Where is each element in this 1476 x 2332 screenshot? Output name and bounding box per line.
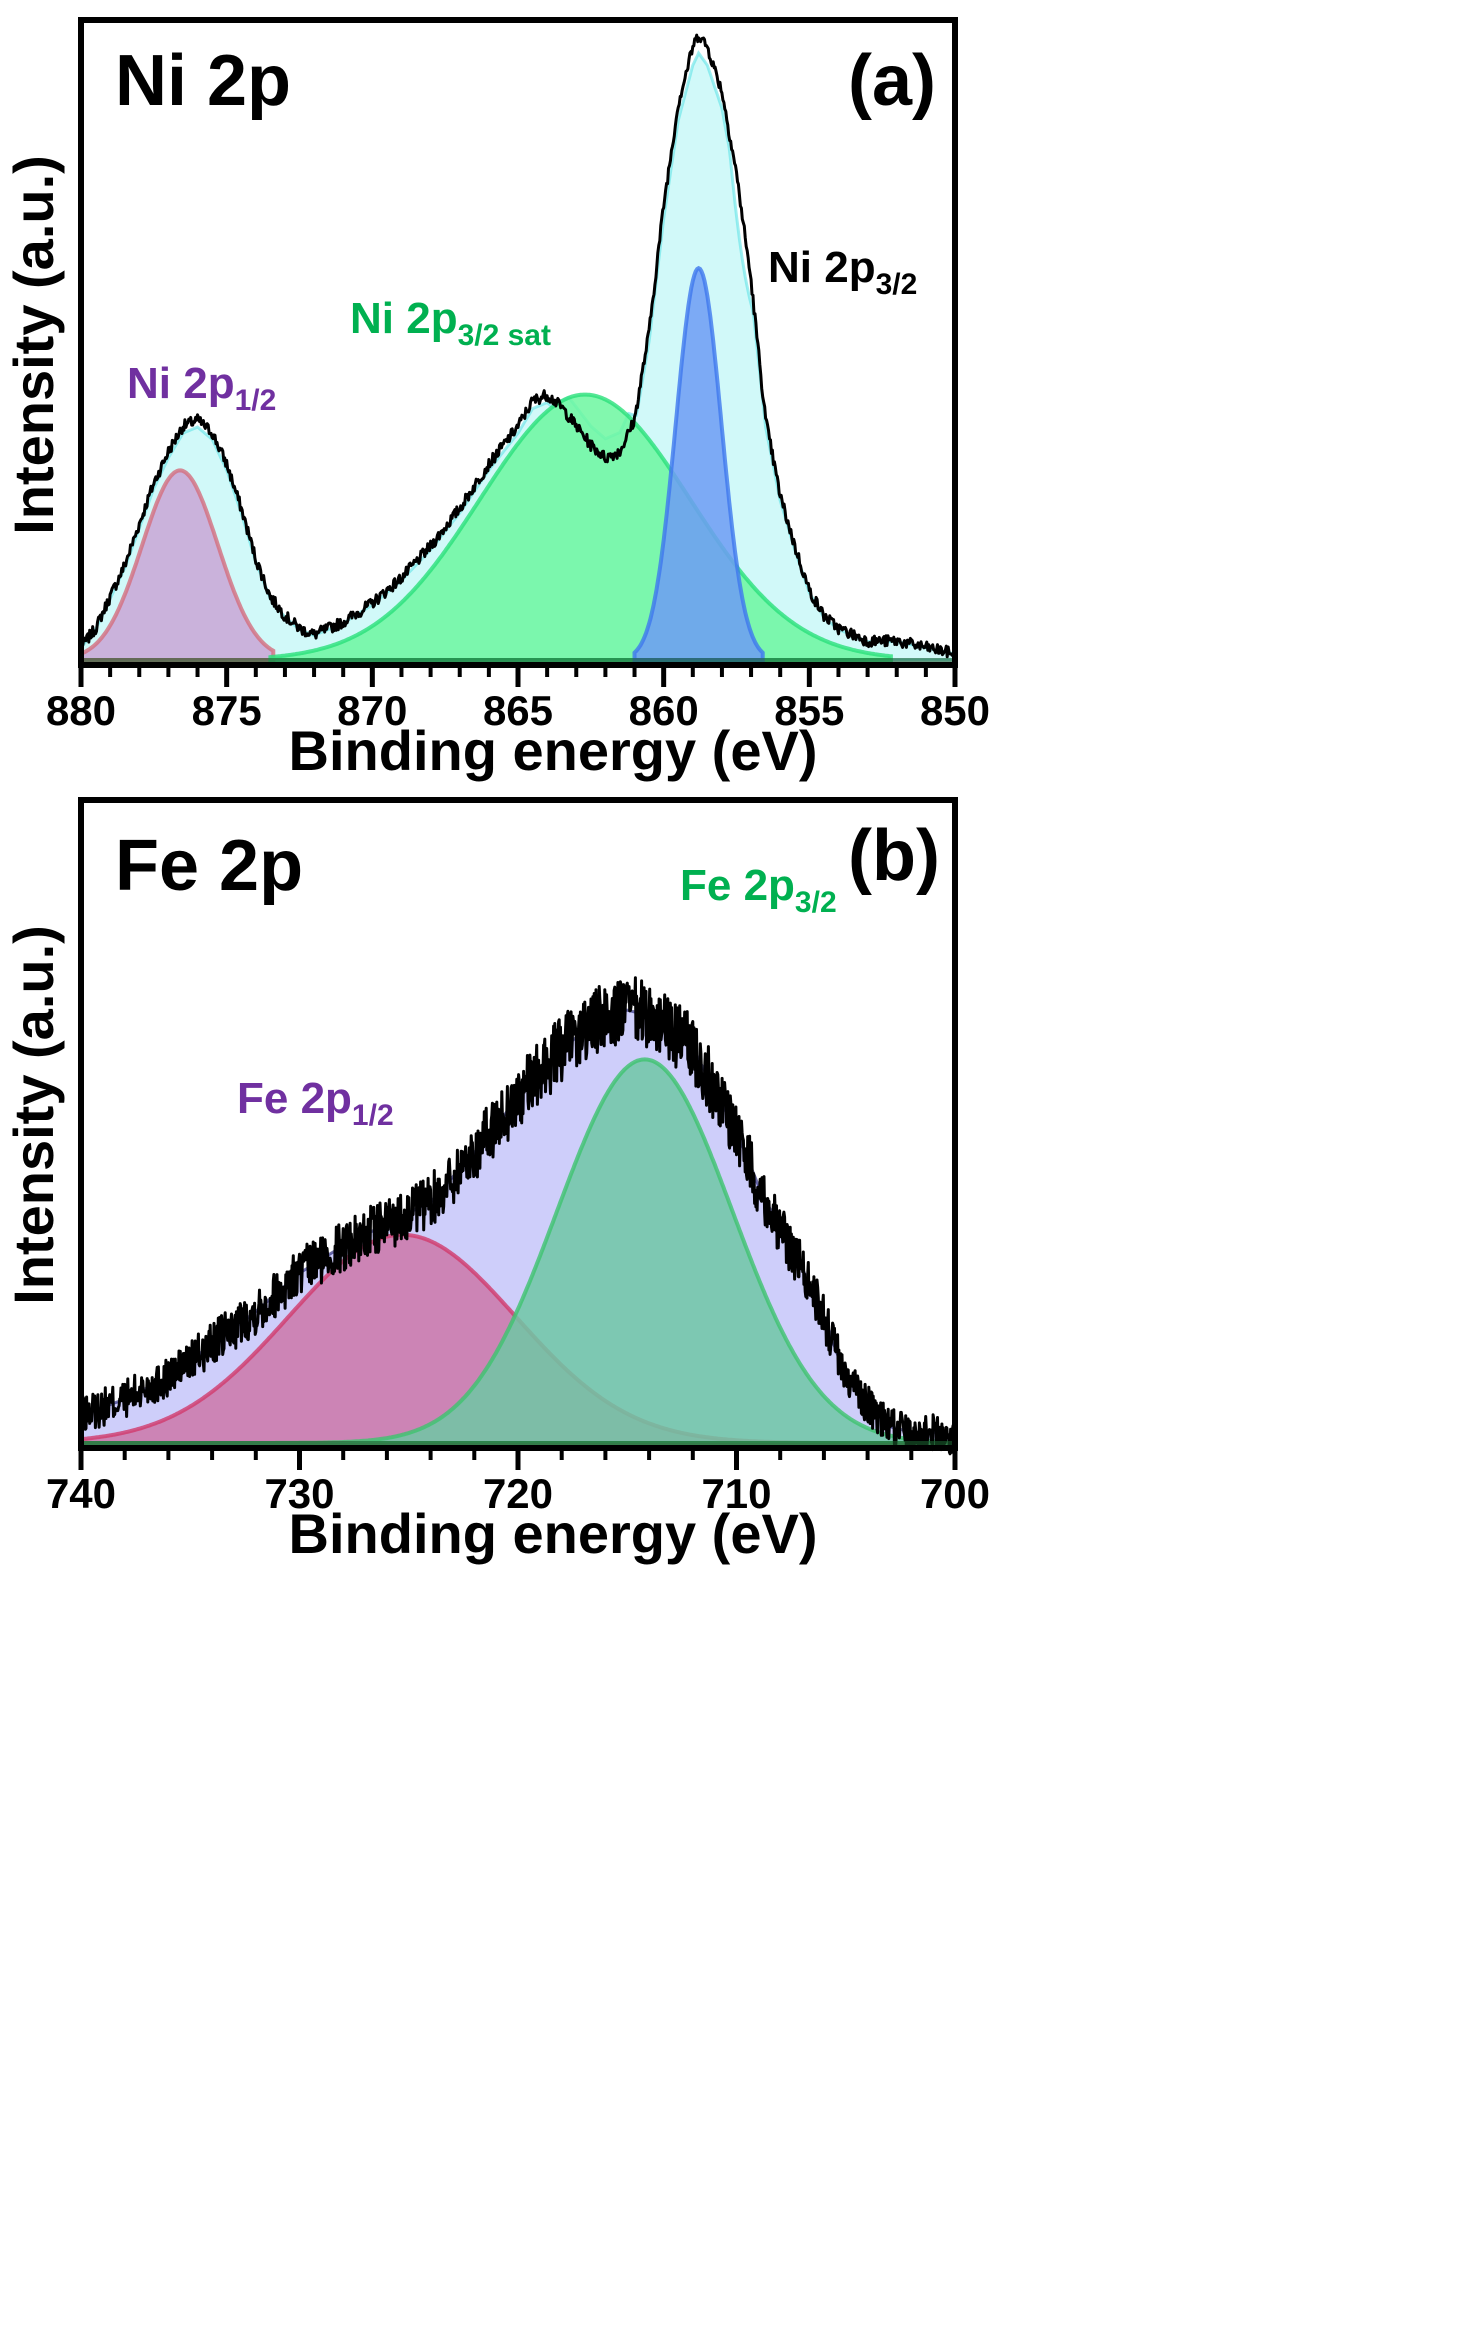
ni-x-tick-label: 870 — [337, 687, 407, 734]
fe-2p12-label-sub: 1/2 — [352, 1099, 394, 1132]
fe-y-axis-title: Intensity (a.u.) — [2, 925, 65, 1305]
ni-panel-letter: (a) — [848, 41, 936, 121]
ni-panel-title: Ni 2p — [115, 41, 291, 121]
ni-x-ticks: 880 875 870 865 860 855 850 — [46, 665, 990, 734]
fe-2p32-label-main: Fe 2p — [680, 861, 795, 910]
fe-2p12-label: Fe 2p1/2 — [237, 1074, 394, 1132]
ni-experimental-line — [79, 33, 957, 659]
ni-2p32-sat-label: Ni 2p3/2 sat — [350, 294, 551, 352]
ni-x-tick-label: 865 — [483, 687, 553, 734]
fe-x-tick-label: 740 — [46, 1470, 116, 1517]
ni-2p32-label: Ni 2p3/2 — [768, 243, 917, 301]
ni-x-tick-label: 850 — [920, 687, 990, 734]
ni-component-ni-2p3-2 — [632, 265, 765, 662]
fe-2p12-label-main: Fe 2p — [237, 1074, 352, 1123]
fe-x-axis-title: Binding energy (eV) — [289, 1502, 818, 1565]
fe-plot-area — [79, 976, 957, 1456]
panel-ni-2p: 880 875 870 865 860 855 850 Ni 2p (a) Ni 2p3/2… — [2, 17, 990, 782]
ni-x-tick-label: 860 — [629, 687, 699, 734]
panel-fe-2p: 740 730 720 710 700 Fe 2p (b) Fe 2p3/2 Fe 2p… — [2, 797, 990, 1565]
fe-x-tick-label: 730 — [264, 1470, 334, 1517]
ni-2p12-label-sub: 1/2 — [235, 384, 277, 417]
ni-2p32-label-sub: 3/2 — [876, 268, 918, 301]
ni-component-ni-2p1-2 — [79, 468, 276, 662]
fe-x-tick-label: 700 — [920, 1470, 990, 1517]
fe-x-ticks: 740 730 720 710 700 — [46, 1448, 990, 1517]
ni-x-tick-label: 880 — [46, 687, 116, 734]
ni-y-axis-title: Intensity (a.u.) — [2, 155, 65, 535]
fe-experimental-line — [79, 976, 957, 1456]
fe-panel-letter: (b) — [848, 816, 940, 896]
fe-x-tick-label: 710 — [701, 1470, 771, 1517]
ni-plot-area — [79, 33, 957, 662]
ni-2p32-sat-label-main: Ni 2p — [350, 294, 458, 343]
fe-panel-title: Fe 2p — [115, 826, 303, 906]
ni-2p32-sat-label-sub: 3/2 sat — [458, 319, 551, 352]
ni-x-axis-title: Binding energy (eV) — [289, 719, 818, 782]
ni-2p12-label: Ni 2p1/2 — [127, 359, 276, 417]
fe-2p32-label: Fe 2p3/2 — [680, 861, 837, 919]
fe-x-tick-label: 720 — [483, 1470, 553, 1517]
fe-2p32-label-sub: 3/2 — [795, 886, 837, 919]
ni-2p12-label-main: Ni 2p — [127, 359, 235, 408]
ni-2p32-label-main: Ni 2p — [768, 243, 876, 292]
ni-x-tick-label: 855 — [774, 687, 844, 734]
ni-x-tick-label: 875 — [192, 687, 262, 734]
